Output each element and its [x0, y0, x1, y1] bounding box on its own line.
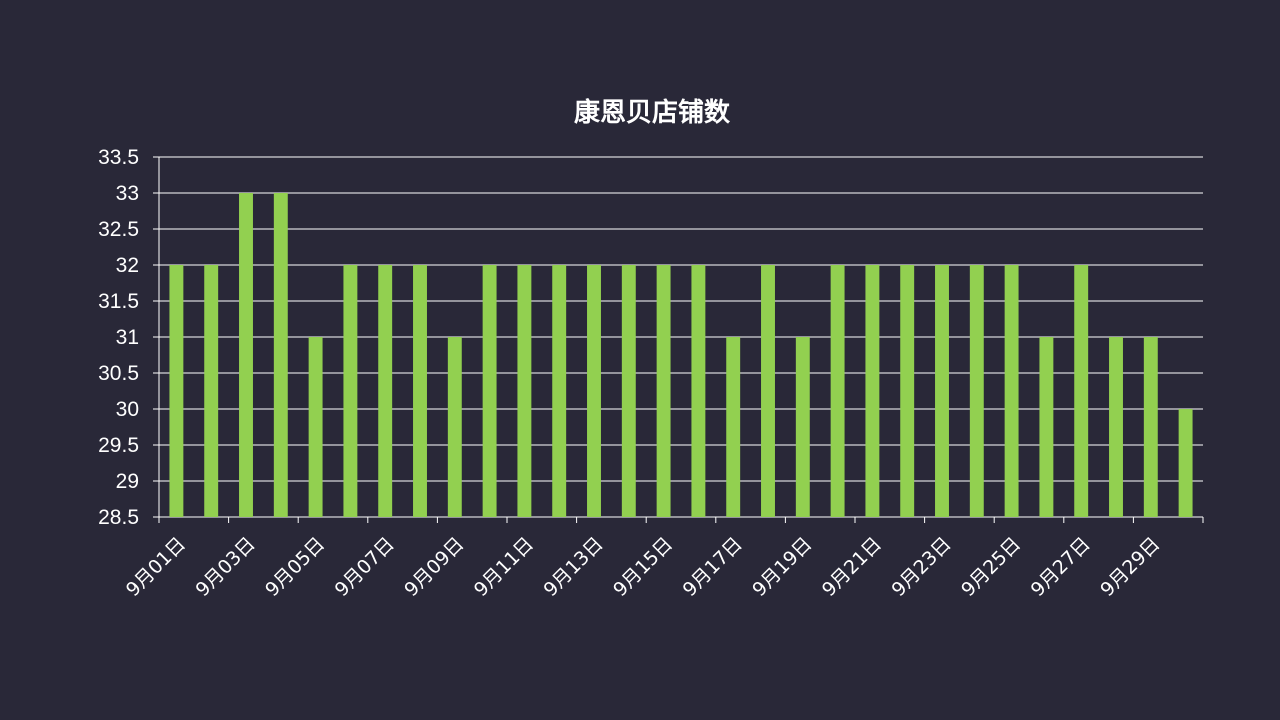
bar	[552, 265, 567, 517]
bar	[447, 337, 462, 517]
bar	[587, 265, 601, 517]
bar	[204, 265, 219, 517]
y-tick-label: 30	[116, 398, 139, 421]
bar	[621, 265, 636, 517]
y-axis-tick-labels: 28.5 29 29.5 30 30.5 31 31.5 32 32.5 33 33.5	[98, 146, 139, 529]
bar	[239, 193, 253, 517]
bar	[1178, 409, 1193, 517]
y-tick-label: 30.5	[98, 362, 139, 385]
bar	[726, 337, 741, 517]
y-tick-label: 29.5	[98, 434, 139, 457]
bar	[517, 265, 532, 517]
y-tick-label: 32	[116, 254, 139, 277]
bar	[865, 265, 880, 517]
bar	[830, 265, 845, 517]
bar	[413, 265, 427, 517]
bar	[1143, 337, 1158, 517]
bar	[795, 337, 810, 517]
bar	[969, 265, 984, 517]
y-tick-label: 31	[116, 326, 139, 349]
y-tick-label: 31.5	[98, 290, 139, 313]
chart-title: 康恩贝店铺数	[574, 97, 731, 128]
bar	[482, 265, 497, 517]
bar	[169, 265, 184, 517]
axes	[153, 156, 1204, 523]
y-tick-label: 32.5	[98, 218, 139, 241]
bar	[761, 265, 775, 517]
bar	[935, 265, 949, 517]
y-tick-label: 29	[116, 470, 139, 493]
bar	[1039, 337, 1054, 517]
bar	[656, 265, 671, 517]
y-tick-label: 33	[116, 182, 139, 205]
bar	[1109, 337, 1123, 517]
bar	[691, 265, 706, 517]
bar	[378, 265, 393, 517]
bar	[343, 265, 358, 517]
y-tick-label: 33.5	[98, 146, 139, 169]
bar	[308, 337, 323, 517]
bar	[1004, 265, 1019, 517]
gridlines	[159, 156, 1203, 482]
bar	[900, 265, 915, 517]
y-tick-label: 28.5	[98, 506, 139, 529]
bars	[169, 193, 1193, 517]
bar	[1074, 265, 1089, 517]
bar	[273, 193, 288, 517]
